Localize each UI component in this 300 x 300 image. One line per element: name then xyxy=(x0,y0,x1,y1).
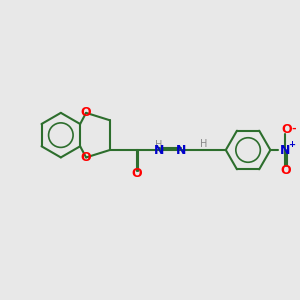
Text: H: H xyxy=(200,139,207,149)
Text: H: H xyxy=(155,140,163,150)
Text: N: N xyxy=(154,143,164,157)
Text: N: N xyxy=(280,143,290,157)
Text: O: O xyxy=(280,164,290,177)
Text: -: - xyxy=(292,124,296,134)
Text: N: N xyxy=(176,143,186,157)
Text: O: O xyxy=(281,123,292,136)
Text: O: O xyxy=(81,151,92,164)
Text: +: + xyxy=(288,140,295,149)
Text: O: O xyxy=(131,167,142,180)
Text: O: O xyxy=(81,106,92,119)
